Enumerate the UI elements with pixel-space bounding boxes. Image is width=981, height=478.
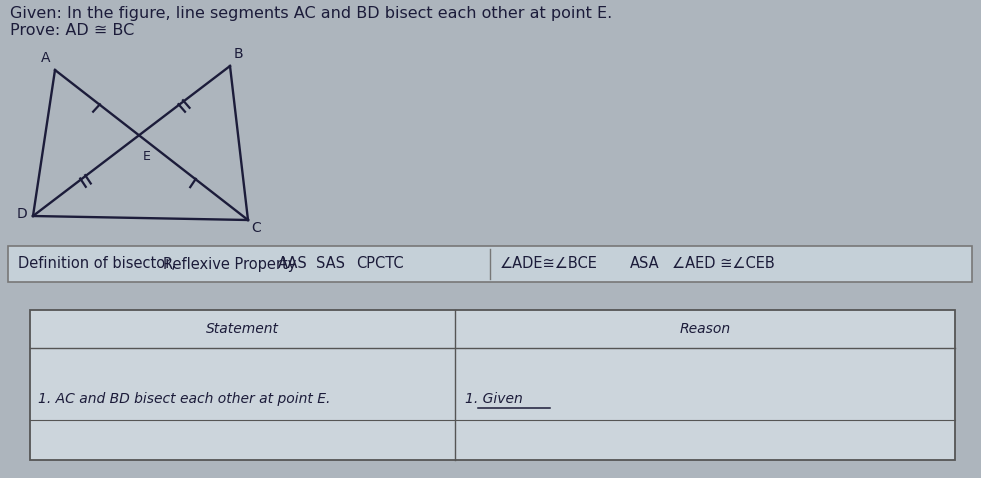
Text: ∠AED ≅∠CEB: ∠AED ≅∠CEB <box>672 257 775 272</box>
Text: A: A <box>41 51 50 65</box>
Text: Definition of bisector,: Definition of bisector, <box>18 257 176 272</box>
Text: CPCTC: CPCTC <box>356 257 403 272</box>
Text: AAS: AAS <box>278 257 308 272</box>
Text: Prove: AD ≅ BC: Prove: AD ≅ BC <box>10 23 134 38</box>
Text: B: B <box>234 47 243 61</box>
Text: Reason: Reason <box>680 322 731 336</box>
Text: SAS: SAS <box>316 257 345 272</box>
Text: C: C <box>251 221 261 235</box>
Text: E: E <box>143 150 151 163</box>
Text: ASA: ASA <box>630 257 659 272</box>
Text: 1. AC and BD bisect each other at point E.: 1. AC and BD bisect each other at point … <box>38 392 331 406</box>
Text: Given: In the figure, line segments AC and BD bisect each other at point E.: Given: In the figure, line segments AC a… <box>10 6 612 21</box>
Text: D: D <box>17 207 27 221</box>
FancyBboxPatch shape <box>8 246 972 282</box>
Text: ∠ADE≅∠BCE: ∠ADE≅∠BCE <box>500 257 597 272</box>
Text: 1. Given: 1. Given <box>465 392 523 406</box>
Text: Reflexive Property: Reflexive Property <box>163 257 296 272</box>
Text: Statement: Statement <box>206 322 279 336</box>
FancyBboxPatch shape <box>30 310 955 460</box>
